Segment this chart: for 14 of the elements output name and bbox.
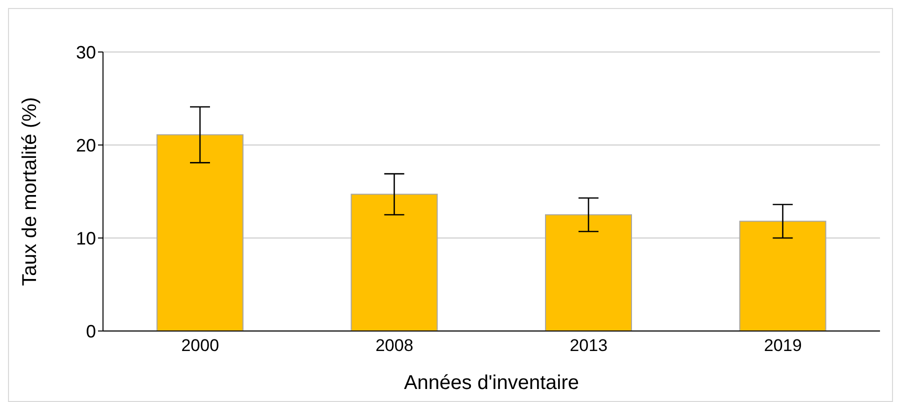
y-axis-title: Taux de mortalité (%) <box>19 97 42 286</box>
x-tick-label: 2013 <box>570 336 608 356</box>
bar <box>739 220 826 331</box>
bar <box>156 134 244 331</box>
y-tick-label: 10 <box>76 228 96 248</box>
y-tick-label: 0 <box>86 321 96 342</box>
y-tick-label: 20 <box>76 135 96 156</box>
x-tick-label: 2000 <box>181 336 220 356</box>
x-tick-label: 2008 <box>375 336 414 356</box>
bar <box>545 214 632 331</box>
x-axis-title: Années d'inventaire <box>404 372 580 394</box>
y-tick-label: 30 <box>76 42 96 62</box>
bar <box>350 194 438 331</box>
x-tick-label: 2019 <box>764 336 802 356</box>
